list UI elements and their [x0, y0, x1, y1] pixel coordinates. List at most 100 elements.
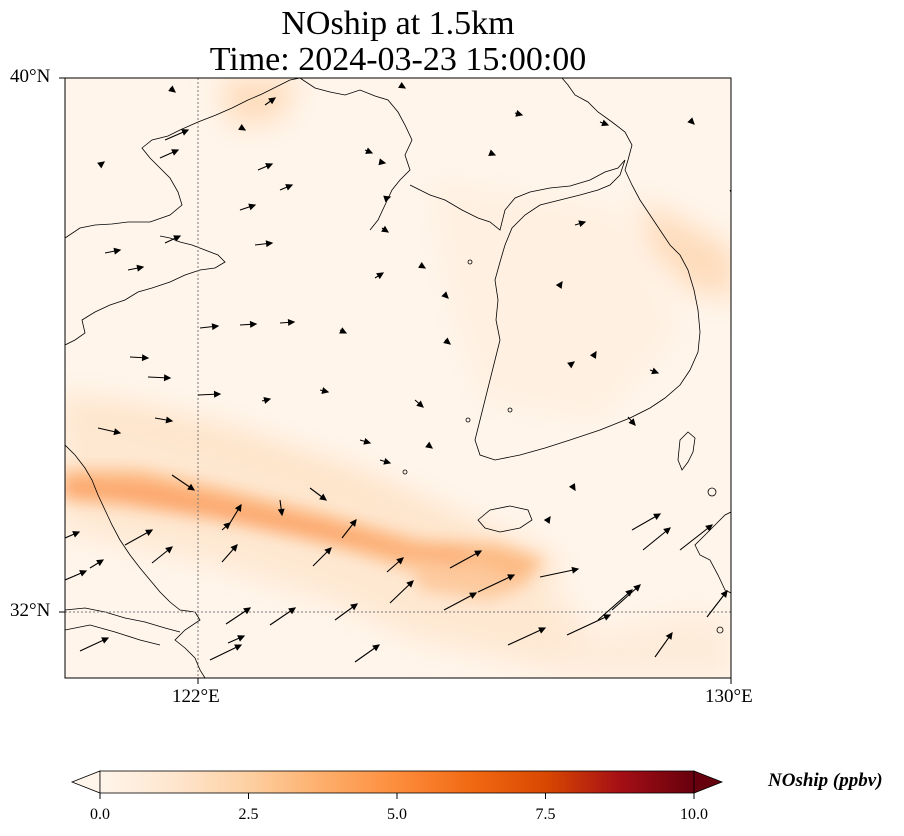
wind-arrow-head	[277, 508, 285, 517]
wind-arrow-head	[263, 397, 272, 404]
shandong-coast	[65, 235, 226, 346]
wind-vectors	[65, 81, 728, 663]
gridlines	[65, 78, 731, 678]
map-frame	[64, 77, 732, 679]
wind-arrow-head	[469, 592, 478, 599]
wind-arrow-head	[651, 367, 660, 375]
wind-arrow-head	[168, 85, 176, 93]
liaodong-coast	[299, 78, 413, 231]
colorbar-tick-label: 2.5	[238, 806, 259, 823]
wind-arrow-head	[567, 361, 576, 369]
lon-label-122e: 122°E	[172, 686, 220, 707]
wind-arrow-head	[163, 374, 172, 382]
wind-arrow	[477, 574, 515, 593]
wind-arrow-head	[443, 337, 451, 345]
colorbar-extend-min	[70, 770, 101, 794]
wind-arrow-head	[363, 437, 372, 445]
wind-arrow-head	[249, 320, 258, 328]
china-coast-north	[65, 78, 301, 239]
wind-arrow-head	[396, 557, 404, 565]
wind-arrow-head	[268, 97, 277, 105]
wind-arrow-head	[589, 350, 597, 359]
wind-arrow-head	[349, 519, 357, 527]
wind-arrow-head	[628, 418, 636, 426]
wind-arrow-head	[141, 354, 150, 362]
yangtze-estuary	[65, 607, 181, 646]
wind-arrow-head	[234, 644, 243, 651]
wind-arrow-head	[568, 483, 576, 492]
wind-arrow-head	[488, 149, 497, 157]
wind-arrow-head	[507, 574, 516, 581]
wind-arrow-head	[441, 291, 449, 299]
wind-arrow-head	[234, 503, 242, 512]
wind-arrow-head	[339, 327, 348, 334]
wind-arrow-head	[665, 631, 673, 640]
wind-arrow-head	[96, 559, 105, 567]
colorbar-extend-max	[693, 770, 724, 794]
korea-coast	[409, 159, 701, 461]
wind-arrow-head	[136, 264, 145, 272]
wind-arrow	[539, 568, 579, 578]
wind-arrow	[566, 614, 611, 636]
korea-coast-northeast	[561, 78, 633, 171]
map-subtitle-time: Time: 2024-03-23 15:00:00	[209, 41, 587, 78]
wind-arrow	[507, 627, 546, 646]
wind-arrow-head	[101, 637, 110, 644]
colorbar-tick-label: 10.0	[680, 806, 708, 823]
wind-arrow-head	[288, 607, 297, 615]
colorbar-tick-label: 0.0	[90, 806, 110, 823]
wind-arrow-head	[381, 225, 390, 233]
wind-arrow-head	[181, 129, 190, 136]
colorbar-gradient	[99, 770, 695, 794]
wind-arrow-head	[321, 387, 330, 394]
wind-arrow-head	[145, 529, 154, 536]
wind-arrow-head	[372, 644, 381, 652]
wind-arrow-head	[601, 119, 610, 127]
wind-arrow-head	[705, 524, 713, 532]
wind-arrow-head	[720, 589, 728, 598]
wind-arrow-head	[378, 158, 387, 166]
wind-arrow-head	[265, 240, 274, 248]
wind-arrow-head	[285, 184, 294, 191]
wind-arrow-head	[265, 163, 274, 170]
colorbar-tick-label: 7.5	[535, 806, 556, 823]
wind-arrow-head	[248, 203, 257, 211]
wind-arrow-head	[653, 513, 662, 520]
wind-arrow-head	[425, 441, 434, 449]
wind-arrow-head	[578, 220, 587, 228]
wind-arrow-head	[474, 550, 483, 557]
wind-arrow-head	[211, 323, 220, 331]
wind-arrow-head	[416, 400, 424, 408]
wind-arrow-head	[113, 247, 122, 255]
wind-arrow-head	[287, 318, 296, 326]
wind-arrow	[611, 584, 641, 611]
wind-arrow-head	[365, 147, 374, 154]
wind-arrow-head	[213, 390, 222, 398]
wind-arrow-head	[97, 161, 106, 169]
wind-arrow-head	[165, 416, 174, 424]
wind-arrow-head	[383, 457, 392, 465]
wind-arrow-head	[350, 603, 359, 611]
wind-arrow-head	[538, 627, 547, 634]
map-title: NOship at 1.5km	[281, 5, 515, 42]
wind-arrow-head	[243, 607, 252, 615]
wind-arrow-head	[324, 547, 332, 555]
tsushima-island	[677, 431, 696, 471]
coastlines	[65, 78, 731, 678]
china-coast-east	[65, 444, 206, 678]
concentration-field	[65, 78, 731, 678]
wind-arrow-head	[543, 515, 551, 524]
wind-arrow-head	[113, 428, 122, 436]
colorbar-tick-label: 5.0	[387, 806, 407, 823]
colorbar	[70, 770, 724, 799]
wind-arrow-head	[165, 546, 173, 554]
wind-arrow-head	[515, 110, 524, 117]
wind-arrow-head	[571, 566, 580, 574]
wind-arrow-head	[555, 280, 563, 289]
wind-arrow-head	[376, 272, 385, 280]
wind-arrow-head	[238, 123, 247, 131]
wind-arrow-head	[398, 81, 407, 89]
jeju-island	[477, 505, 533, 533]
wind-arrow-head	[72, 531, 81, 538]
